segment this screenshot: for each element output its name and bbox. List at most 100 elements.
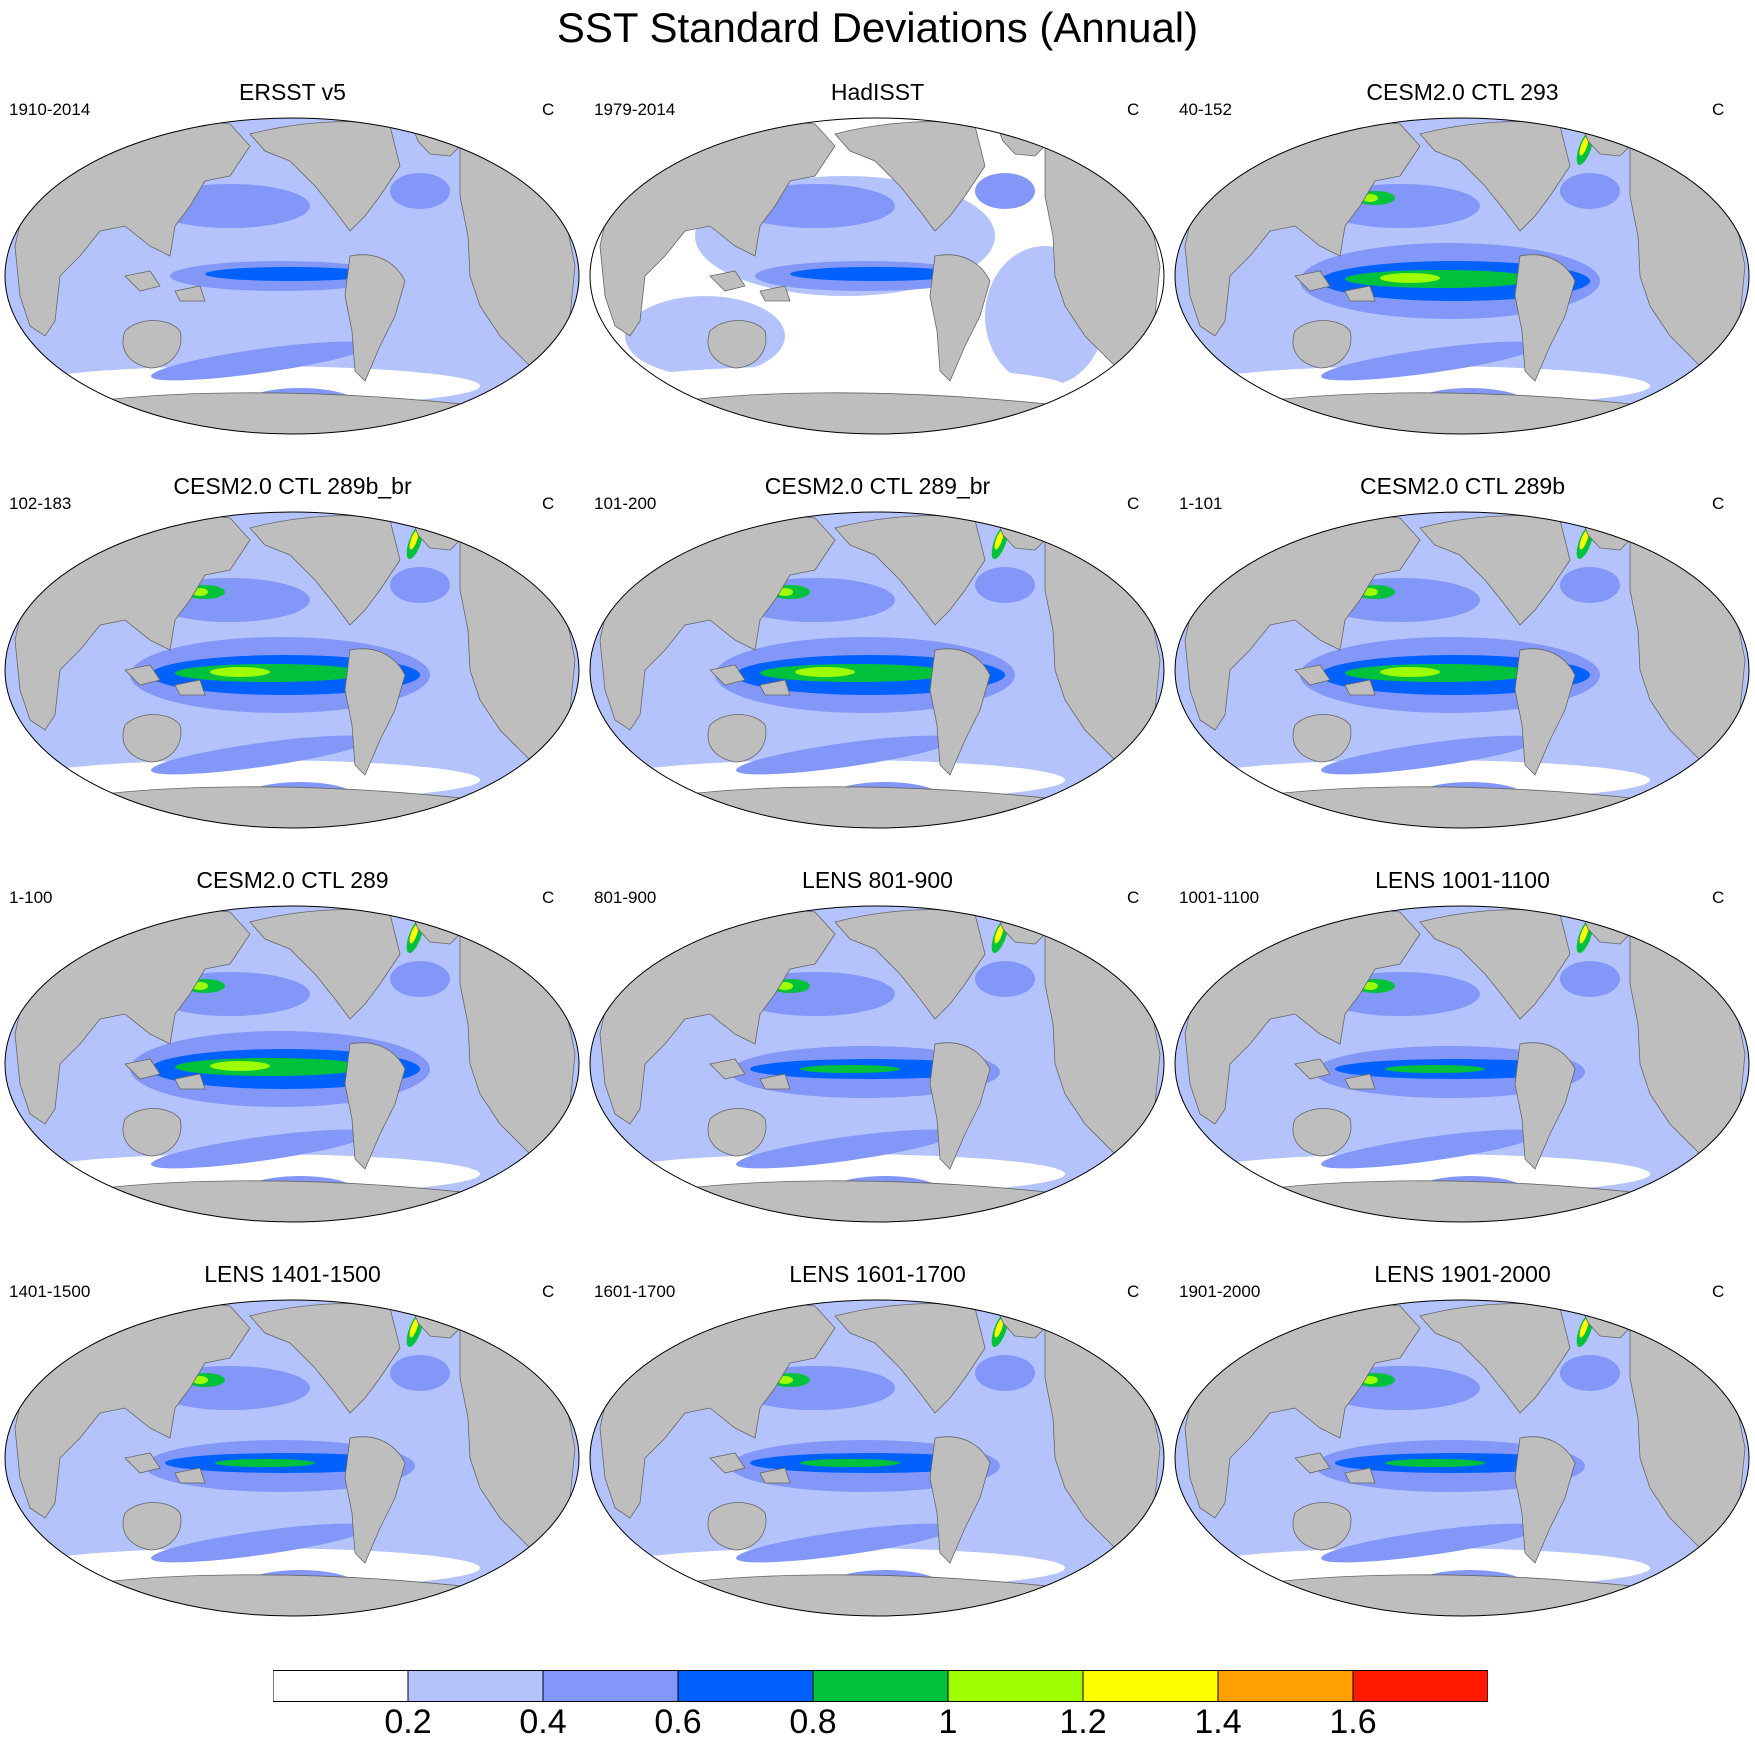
map-content [590,1300,1164,1616]
panel-period-label: 1-101 [1179,494,1223,513]
australia-landmass [122,320,182,369]
enso-core [1345,664,1535,682]
colorbar-swatch [1217,1670,1354,1702]
map-panel: HadISST 1979-2014 C [585,78,1170,443]
south-pacific-band [736,1523,954,1563]
map-panel: LENS 1601-1700 1601-1700 C [585,1260,1170,1625]
enso-core [175,664,365,682]
north-atlantic-band [975,173,1035,209]
map-border [4,905,580,1223]
maritime-continent-island [709,664,746,686]
map-content [590,512,1164,828]
panel-title: CESM2.0 CTL 289b [1360,473,1565,499]
north-atlantic-band [975,961,1035,997]
australia-landmass [122,1502,182,1551]
map-panel: LENS 1901-2000 1901-2000 C [1170,1260,1755,1625]
south-america-landmass [344,1436,406,1564]
panel-unit-label: C [542,494,555,513]
labrador-peak [1579,530,1589,550]
colorbar-tick-label: 1.2 [1059,1703,1107,1741]
panel-unit-label: C [1712,888,1725,907]
south-america-landmass [929,254,991,382]
north-atlantic-band [390,1355,450,1391]
new-guinea-island [759,1467,791,1484]
new-guinea-island [759,679,791,696]
maritime-continent-island [124,664,161,686]
new-guinea-island [1344,1073,1376,1090]
south-pacific-band [151,735,369,775]
world-map [1174,1299,1750,1617]
map-panel: LENS 801-900 801-900 C [585,866,1170,1231]
north-atlantic-band [390,961,450,997]
map-border [1174,905,1750,1223]
map-panel: CESM2.0 CTL 289b 1-101 C [1170,472,1755,837]
map-border [589,1299,1165,1617]
map-border [589,117,1165,435]
new-guinea-island [174,285,206,302]
north-atlantic-band [1560,1355,1620,1391]
panel-period-label: 1979-2014 [594,100,676,119]
world-map [4,1299,580,1617]
enso-core [1345,270,1535,288]
colorbar-tick-label: 1.4 [1194,1703,1242,1741]
map-panel: CESM2.0 CTL 289 1-100 C [0,866,585,1231]
panel-unit-label: C [1712,100,1725,119]
world-map [1174,511,1750,829]
panel-unit-label: C [1127,494,1140,513]
new-guinea-island [1344,679,1376,696]
new-guinea-island [759,285,791,302]
panel-title: CESM2.0 CTL 289 [196,867,389,893]
map-border [1174,117,1750,435]
colorbar-tick-label: 0.2 [384,1703,432,1741]
enso-region [790,267,960,281]
map-content [1175,906,1749,1222]
map-panel: CESM2.0 CTL 289b_br 102-183 C [0,472,585,837]
colorbar-tick-label: 0.8 [789,1703,837,1741]
australia-landmass [1292,320,1352,369]
enso-core [1385,1459,1485,1467]
map-content [1175,1300,1749,1616]
labrador-peak [409,1318,419,1338]
panel-unit-label: C [1127,888,1140,907]
colorbar-swatch [542,1670,679,1702]
colorbar-swatch [407,1670,544,1702]
map-panel: ERSST v5 1910-2014 C [0,78,585,443]
figure-title: SST Standard Deviations (Annual) [556,4,1199,51]
panel-period-label: 102-183 [9,494,72,513]
panel-period-label: 1601-1700 [594,1282,676,1301]
colorbar-swatch [677,1670,814,1702]
panel-title: ERSST v5 [239,79,346,105]
map-border [4,511,580,829]
enso-peak [1380,273,1440,283]
south-america-landmass [1514,1436,1576,1564]
south-pacific-band [151,1129,369,1169]
panel-unit-label: C [1127,100,1140,119]
panel-period-label: 1910-2014 [9,100,91,119]
world-map [4,905,580,1223]
map-panel: LENS 1401-1500 1401-1500 C [0,1260,585,1625]
world-map [1174,905,1750,1223]
map-content [5,118,579,434]
panel-period-label: 101-200 [594,494,657,513]
world-map [589,117,1165,435]
north-atlantic-band [1560,567,1620,603]
panel-title: LENS 1901-2000 [1374,1261,1551,1287]
map-border [589,511,1165,829]
panel-unit-label: C [1712,494,1725,513]
panel-unit-label: C [1712,1282,1725,1301]
australia-landmass [707,1108,767,1157]
north-atlantic-band [1560,173,1620,209]
labrador-peak [1579,924,1589,944]
panel-unit-label: C [542,1282,555,1301]
enso-peak [210,1061,270,1071]
north-atlantic-band [390,173,450,209]
south-america-landmass [929,1042,991,1170]
map-border [1174,1299,1750,1617]
australia-landmass [1292,1108,1352,1157]
south-america-landmass [344,1042,406,1170]
map-panel: LENS 1001-1100 1001-1100 C [1170,866,1755,1231]
australia-landmass [707,714,767,763]
world-map [589,511,1165,829]
enso-peak [1380,667,1440,677]
australia-landmass [707,1502,767,1551]
